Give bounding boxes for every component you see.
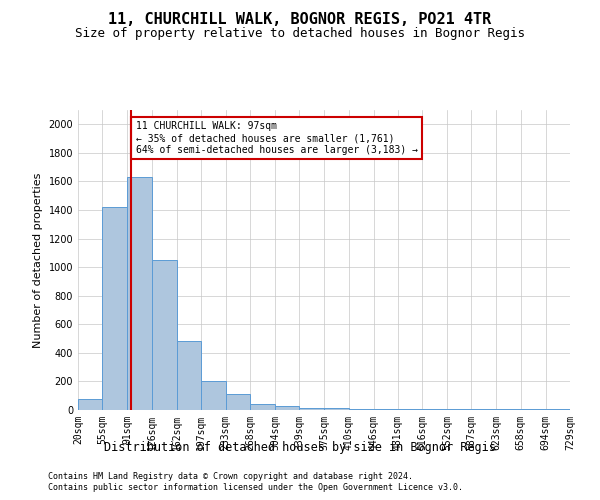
Bar [127, 177, 152, 410]
Bar [250, 404, 275, 410]
Bar [176, 342, 201, 410]
Text: 11 CHURCHILL WALK: 97sqm
← 35% of detached houses are smaller (1,761)
64% of sem: 11 CHURCHILL WALK: 97sqm ← 35% of detach… [136, 122, 418, 154]
Text: 11, CHURCHILL WALK, BOGNOR REGIS, PO21 4TR: 11, CHURCHILL WALK, BOGNOR REGIS, PO21 4… [109, 12, 491, 28]
Bar [325, 408, 349, 410]
Bar [201, 382, 226, 410]
Y-axis label: Number of detached properties: Number of detached properties [33, 172, 43, 348]
Text: Distribution of detached houses by size in Bognor Regis: Distribution of detached houses by size … [104, 441, 496, 454]
Text: Contains public sector information licensed under the Open Government Licence v3: Contains public sector information licen… [48, 484, 463, 492]
Bar [78, 398, 102, 410]
Bar [275, 406, 299, 410]
Bar [299, 408, 325, 410]
Text: Contains HM Land Registry data © Crown copyright and database right 2024.: Contains HM Land Registry data © Crown c… [48, 472, 413, 481]
Bar [152, 260, 176, 410]
Bar [226, 394, 250, 410]
Bar [102, 207, 127, 410]
Text: Size of property relative to detached houses in Bognor Regis: Size of property relative to detached ho… [75, 28, 525, 40]
